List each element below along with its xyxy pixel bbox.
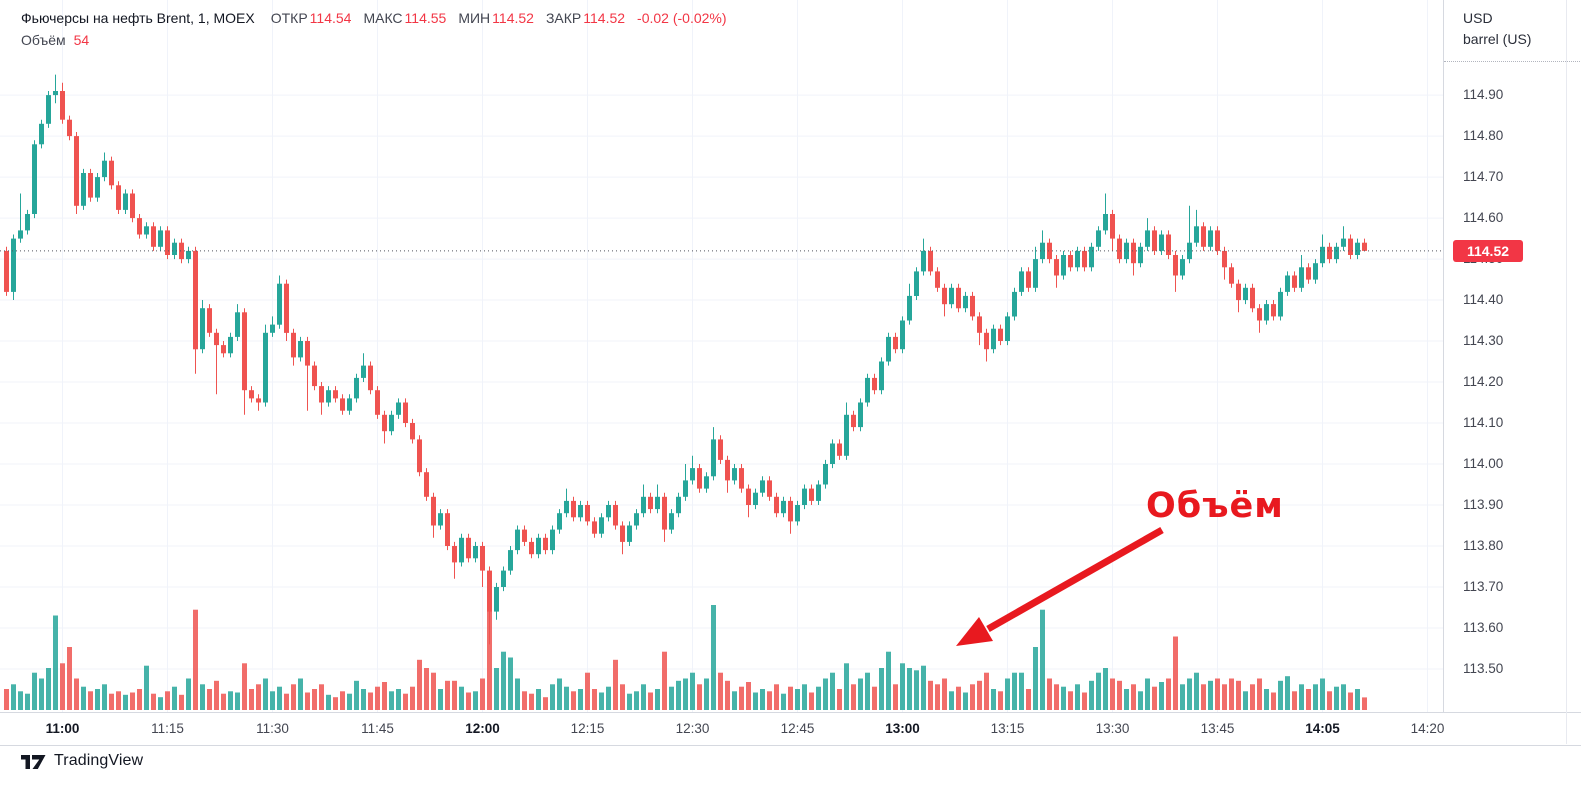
tradingview-logo-text: TradingView bbox=[54, 752, 144, 769]
close-label: ЗАКР bbox=[545, 10, 582, 26]
time-tick-label: 11:30 bbox=[256, 721, 289, 736]
time-tick-label: 14:05 bbox=[1305, 721, 1340, 736]
last-price-badge: 114.52 bbox=[1453, 239, 1523, 262]
price-tick-label: 113.70 bbox=[1463, 578, 1504, 594]
price-tick-label: 113.80 bbox=[1463, 537, 1504, 553]
time-tick-label: 12:45 bbox=[780, 721, 815, 736]
price-tick-label: 113.50 bbox=[1463, 660, 1504, 676]
time-tick-label: 13:30 bbox=[1095, 721, 1130, 736]
time-tick-label: 13:15 bbox=[990, 721, 1025, 736]
annotation-text[interactable]: Объём bbox=[1146, 486, 1284, 526]
price-tick-label: 114.90 bbox=[1463, 87, 1504, 103]
open-label: ОТКР bbox=[270, 10, 308, 26]
price-tick-label: 114.20 bbox=[1463, 374, 1504, 390]
time-tick-label: 13:45 bbox=[1200, 721, 1235, 736]
legend-row-volume: Объём 54 bbox=[21, 32, 727, 54]
time-tick-label: 12:30 bbox=[675, 721, 710, 736]
price-tick-label: 114.80 bbox=[1463, 128, 1504, 144]
time-tick-label: 12:00 bbox=[465, 721, 500, 736]
candles-layer bbox=[4, 74, 1367, 645]
low-label: МИН bbox=[458, 10, 491, 26]
chart-legend: Фьючерсы на нефть Brent, 1, MOEX ОТКР 11… bbox=[21, 10, 727, 54]
price-axis[interactable]: USD barrel (US) 114.90 114.80 114.70 114.60… bbox=[1443, 0, 1581, 744]
legend-row-main: Фьючерсы на нефть Brent, 1, MOEX ОТКР 11… bbox=[21, 10, 727, 32]
close-value: 114.52 bbox=[583, 10, 626, 26]
open-value: 114.54 bbox=[309, 10, 352, 26]
price-tick-label: 114.30 bbox=[1463, 333, 1504, 349]
time-tick-label: 11:45 bbox=[361, 721, 394, 736]
time-tick-label: 13:00 bbox=[885, 721, 920, 736]
price-tick-label: 114.70 bbox=[1463, 169, 1504, 185]
time-tick-label: 12:15 bbox=[570, 721, 605, 736]
change-value: -0.02 (-0.02%) bbox=[637, 10, 727, 26]
time-axis[interactable]: 11:00 11:15 11:30 11:45 12:00 12:15 12:30 12:45… bbox=[0, 712, 1581, 746]
symbol-title[interactable]: Фьючерсы на нефть Brent, 1, MOEX bbox=[21, 10, 255, 26]
price-tick-label: 114.60 bbox=[1463, 210, 1504, 226]
volume-layer bbox=[4, 605, 1367, 710]
time-tick-label: 14:20 bbox=[1410, 721, 1445, 736]
volume-value: 54 bbox=[73, 32, 90, 48]
time-tick-label: 11:00 bbox=[45, 721, 80, 736]
price-tick-label: 113.90 bbox=[1463, 496, 1504, 512]
annotation-arrow[interactable] bbox=[956, 526, 1164, 646]
price-tick-label: 114.10 bbox=[1463, 415, 1504, 431]
unit-currency: USD bbox=[1463, 10, 1493, 26]
unit-separator bbox=[1444, 61, 1581, 62]
high-value: 114.55 bbox=[404, 10, 447, 26]
candlestick-chart[interactable] bbox=[0, 0, 1443, 712]
price-axis-unit: USD barrel (US) bbox=[1463, 8, 1531, 50]
volume-label[interactable]: Объём bbox=[21, 32, 66, 48]
tradingview-logo[interactable]: TradingView bbox=[20, 751, 143, 771]
unit-measure: barrel (US) bbox=[1463, 31, 1532, 47]
tradingview-logo-icon bbox=[21, 755, 46, 769]
time-tick-label: 11:15 bbox=[151, 721, 184, 736]
low-value: 114.52 bbox=[492, 10, 534, 26]
price-tick-label: 114.40 bbox=[1463, 292, 1504, 308]
high-label: МАКС bbox=[363, 10, 403, 26]
price-tick-label: 114.00 bbox=[1463, 456, 1504, 471]
axis-right-edge bbox=[1566, 0, 1567, 744]
price-tick-label: 113.60 bbox=[1463, 619, 1504, 635]
